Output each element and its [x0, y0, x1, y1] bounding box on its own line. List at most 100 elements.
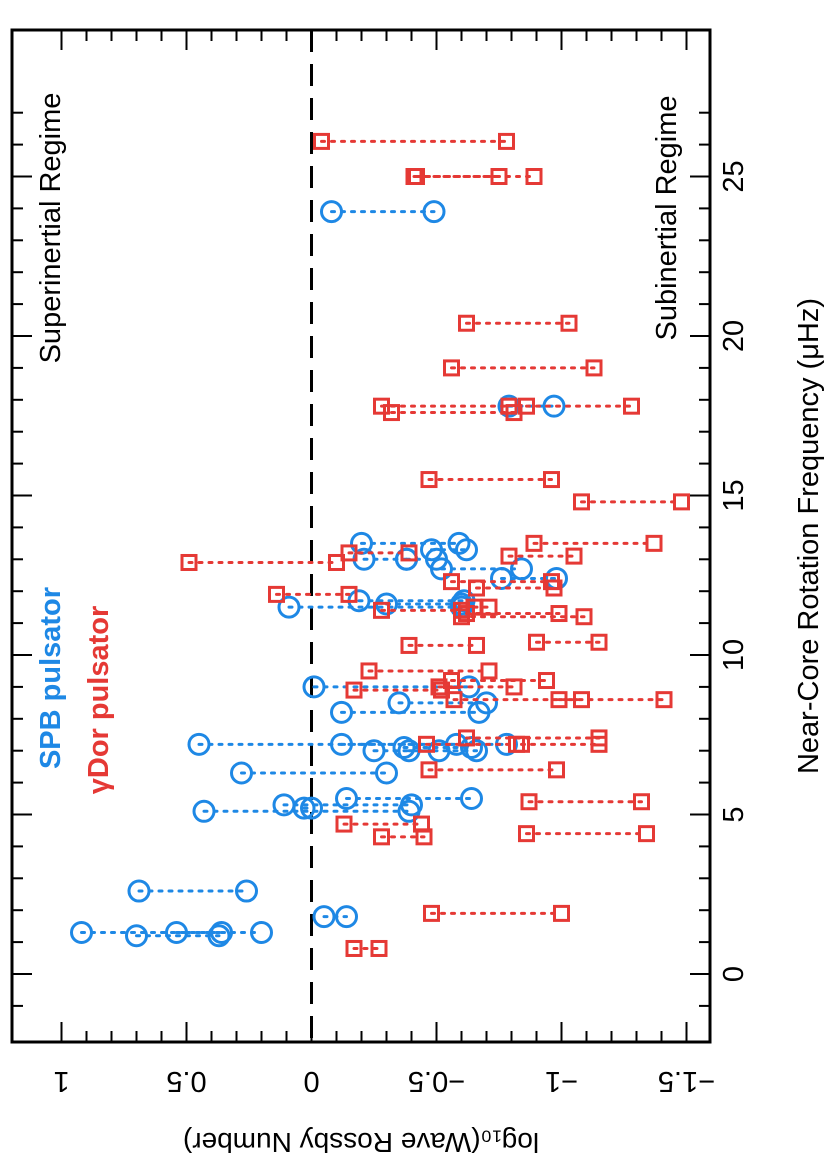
gdor-point	[480, 662, 498, 680]
y-tick-label: −1.5	[658, 1065, 715, 1097]
x-tick-labels: 0 5 10 15 20 25	[718, 160, 750, 982]
spb-point	[425, 547, 448, 571]
gdor-point	[345, 939, 363, 957]
gdor-point	[468, 636, 485, 654]
gdor-point	[433, 681, 450, 699]
spb-point	[392, 736, 416, 760]
gdor-point	[373, 601, 390, 619]
spb-point	[312, 905, 336, 929]
gdor-point	[423, 904, 440, 922]
gdor-point	[340, 544, 358, 562]
gdor-point	[518, 825, 535, 843]
plot-frame	[10, 28, 712, 1044]
legend-spb-label: SPB pulsator	[35, 587, 67, 769]
tick-marks	[12, 30, 710, 1042]
gdor-point	[480, 598, 498, 616]
gdor-point	[590, 729, 608, 747]
y-axis-label: log₁₀(Wave Rossby Number)	[183, 1127, 539, 1158]
gdor-point	[638, 825, 655, 843]
spb-point	[422, 200, 446, 224]
gdor-point	[458, 729, 475, 747]
gdor-point	[180, 553, 198, 571]
spb-point	[235, 879, 258, 903]
spb-point	[460, 787, 483, 811]
gdor-point	[443, 672, 460, 690]
gdor-point	[468, 579, 485, 597]
gdor-point	[413, 815, 430, 833]
spb-point	[387, 691, 411, 715]
gdor-point	[548, 761, 565, 779]
gdor-point	[528, 633, 545, 651]
gdor-point	[418, 735, 435, 753]
gdor-point	[500, 397, 518, 415]
spb-point	[335, 905, 358, 929]
gdor-point	[373, 828, 390, 846]
gdor-point	[328, 553, 345, 571]
gdor-point	[538, 672, 555, 690]
subinertial-annotation: Subinertial Regime	[651, 95, 683, 340]
spb-point	[330, 700, 353, 724]
y-tick-label: 0	[303, 1065, 319, 1097]
gdor-point	[445, 691, 463, 709]
spb-point	[70, 921, 93, 945]
legend-gdor-label: γDor pulsator	[83, 606, 115, 795]
gdor-point	[408, 168, 425, 185]
gdor-point	[623, 397, 640, 415]
gdor-point	[498, 132, 515, 150]
x-tick-label: 20	[718, 320, 750, 352]
gdor-point	[550, 605, 568, 623]
spb-point	[460, 736, 483, 760]
gdor-point	[553, 904, 570, 922]
gdor-point	[340, 585, 358, 603]
gdor-point	[458, 314, 475, 332]
gdor-point	[400, 544, 418, 562]
gdor-point	[525, 534, 543, 552]
spb-point	[277, 595, 301, 619]
gdor-point	[645, 534, 663, 552]
gdor-point	[500, 547, 518, 565]
x-tick-label: 15	[718, 479, 750, 511]
data-pairs	[70, 132, 690, 957]
gdor-point	[370, 939, 388, 957]
gdor-point	[420, 471, 438, 489]
gdor-point	[573, 493, 590, 511]
gdor-point	[443, 359, 460, 377]
spb-point	[400, 793, 423, 817]
spb-point	[475, 691, 498, 715]
legend-gdor-symbol: γ	[83, 777, 115, 794]
spb-point	[447, 531, 471, 555]
spb-point	[250, 921, 273, 945]
spb-point	[362, 739, 386, 763]
gdor-point	[575, 608, 593, 626]
spb-point	[335, 787, 358, 811]
gdor-point	[565, 547, 583, 565]
gdor-point	[345, 681, 363, 699]
gdor-point	[373, 397, 390, 415]
spb-point	[300, 796, 323, 820]
spb-point	[542, 394, 566, 418]
x-axis-label: Near-Core Rotation Frequency (μHz)	[793, 298, 825, 774]
spb-point	[330, 732, 353, 756]
gdor-point	[543, 573, 560, 591]
x-tick-label: 5	[718, 806, 750, 822]
spb-point	[230, 761, 253, 785]
spb-point	[450, 592, 473, 616]
spb-point	[375, 761, 398, 785]
x-tick-label: 0	[718, 966, 750, 982]
x-tick-label: 25	[718, 160, 750, 192]
gdor-point	[400, 636, 418, 654]
gdor-point	[590, 633, 608, 651]
y-tick-label: 0.5	[166, 1065, 206, 1097]
legend-gdor-text: Dor pulsator	[83, 606, 115, 778]
gdor-point	[585, 359, 603, 377]
gdor-point	[520, 793, 538, 811]
y-tick-labels: 1 0.5 0 −0.5 −1 −1.5	[53, 1065, 715, 1097]
spb-point	[125, 924, 148, 948]
gdor-point	[550, 691, 568, 709]
spb-point	[302, 675, 326, 699]
gdor-point	[518, 397, 535, 415]
gdor-point	[443, 573, 460, 591]
gdor-point	[335, 815, 353, 833]
spb-point	[187, 732, 211, 756]
